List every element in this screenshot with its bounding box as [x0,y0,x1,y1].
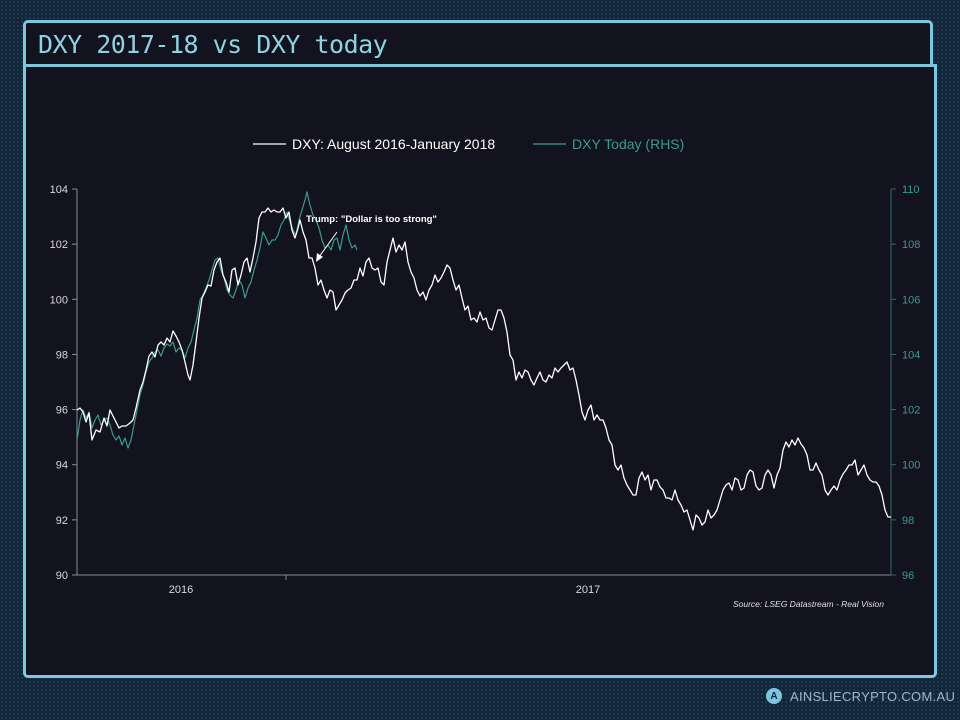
annotation-arrow-icon [318,231,338,258]
annotation: Trump: "Dollar is too strong" [306,214,437,262]
left-y-tick-label: 96 [56,405,68,417]
series-dxy-2016-2018 [76,207,891,531]
series-dxy-today [76,191,358,449]
legend: DXY: August 2016-January 2018 DXY Today … [253,136,684,152]
right-y-tick-label: 100 [902,460,920,472]
right-y-tick-label: 102 [902,405,920,417]
annotation-text: Trump: "Dollar is too strong" [306,214,437,225]
title-bar: DXY 2017-18 vs DXY today [23,20,933,64]
footer-brand: A AINSLIECRYPTO.COM.AU [766,688,955,704]
source-note: Source: LSEG Datastream - Real Vision [733,599,884,609]
right-y-tick-label: 108 [902,239,920,251]
right-y-tick-label: 96 [902,570,914,582]
legend-label-white: DXY: August 2016-January 2018 [292,136,495,152]
page-title: DXY 2017-18 vs DXY today [38,30,388,59]
x-tick-label: 2016 [169,584,193,596]
left-y-tick-label: 90 [56,570,68,582]
right-y-tick-label: 98 [902,515,914,527]
left-y-axis: 104 102 100 98 96 94 92 90 [50,184,78,582]
chart-panel [23,64,937,678]
series-layer [76,191,891,531]
left-y-tick-label: 94 [56,460,68,472]
legend-label-teal: DXY Today (RHS) [572,136,684,152]
left-y-tick-label: 104 [50,184,68,196]
x-tick-label: 2017 [576,584,600,596]
ainslie-logo-icon: A [766,688,782,704]
right-y-tick-label: 110 [902,184,920,196]
left-y-tick-label: 102 [50,239,68,251]
left-y-tick-label: 98 [56,349,68,361]
right-y-tick-label: 106 [902,294,920,306]
left-y-tick-label: 100 [50,294,68,306]
right-y-tick-label: 104 [902,349,920,361]
footer-url: AINSLIECRYPTO.COM.AU [790,688,956,704]
left-y-tick-label: 92 [56,515,68,527]
x-axis: 2016 2017 [77,574,891,596]
arrowhead-icon [316,253,323,262]
right-y-axis: 110 108 106 104 102 100 98 96 [890,184,920,582]
